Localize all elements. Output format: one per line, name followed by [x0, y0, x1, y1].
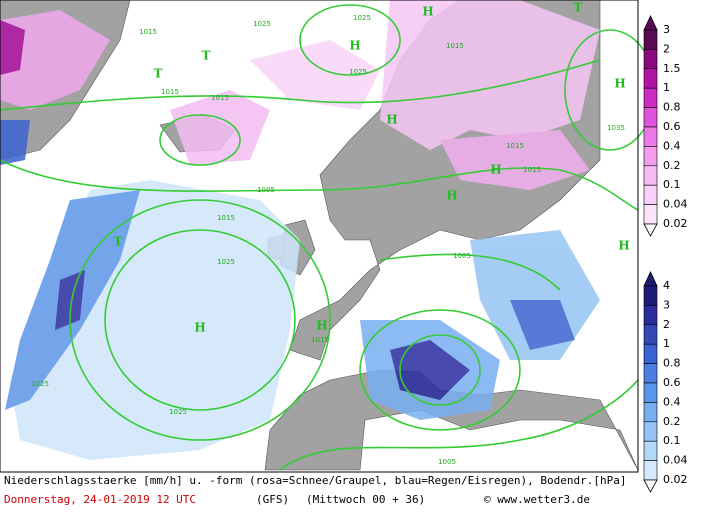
legend-swatch: [643, 204, 658, 225]
legend-swatch: [643, 305, 658, 326]
high-center: H: [194, 321, 205, 335]
legend-swatch: [643, 68, 658, 89]
legend-label: 1.5: [663, 62, 681, 75]
legend-label: 3: [663, 23, 670, 36]
isobar: [104, 229, 296, 411]
legend-label: 0.02: [663, 473, 688, 486]
isobar-label: 1015: [311, 336, 329, 344]
legend-swatch: [643, 285, 658, 306]
isobar: [279, 379, 639, 471]
legend-arrow: [643, 223, 658, 237]
legend-label: 2: [663, 318, 670, 331]
legends: 3 2 1.5 1 0.8 0.6 0.4 0.2 0.1 0.04 0.02 4 3 2 1 0.8 0.6 0…: [643, 15, 688, 493]
isobar: [0, 59, 601, 111]
isobar-label: 1025: [169, 408, 187, 416]
legend-label: 0.2: [663, 415, 681, 428]
isobar-label: 1025: [217, 258, 235, 266]
high-center: H: [614, 77, 625, 91]
footer-source: © www.wetter3.de: [484, 493, 590, 506]
footer-model: (GFS): [256, 493, 289, 506]
legend-label: 0.6: [663, 120, 681, 133]
legend-arrow: [643, 271, 658, 287]
legend-swatch: [643, 87, 658, 108]
pressure-centers: T H H T H T H H H H T H H: [114, 1, 630, 335]
isobar-label: 1015: [161, 88, 179, 96]
low-center: T: [154, 67, 163, 81]
isobar-label: 1015: [446, 42, 464, 50]
high-center: H: [490, 163, 501, 177]
legend-swatch: [643, 324, 658, 345]
isobar: [399, 334, 481, 406]
legend-label: 1: [663, 81, 670, 94]
legend-swatch: [643, 126, 658, 147]
high-center: H: [446, 189, 457, 203]
legend-swatch: [643, 29, 658, 50]
isobar: [159, 114, 241, 166]
isobar-label: 1005: [453, 252, 471, 260]
legend-label: 0.4: [663, 395, 681, 408]
snow-areas: [0, 0, 600, 190]
isobar-label: 1025: [31, 380, 49, 388]
legend-label: 2: [663, 42, 670, 55]
isobar-label: 1005: [257, 186, 275, 194]
legend-swatch: [643, 402, 658, 423]
isobar-label: 1015: [506, 142, 524, 150]
legend-label: 0.1: [663, 434, 681, 447]
isobar-label: 1025: [253, 20, 271, 28]
isobar-label: 1015: [217, 214, 235, 222]
low-center: T: [202, 49, 211, 63]
footer-description: Niederschlagsstaerke [mm/h] u. -form (ro…: [4, 474, 627, 487]
legend-arrow: [643, 479, 658, 493]
legend-label: 0.02: [663, 217, 688, 230]
legend-swatch: [643, 440, 658, 461]
isobar-label: 1015: [211, 94, 229, 102]
legend-swatch: [643, 184, 658, 205]
high-center: H: [316, 319, 327, 333]
legend-swatch: [643, 49, 658, 70]
high-center: H: [386, 113, 397, 127]
legend-label: 0.4: [663, 139, 681, 152]
legend-label: 0.8: [663, 357, 681, 370]
low-center: T: [574, 1, 583, 15]
isobars: [0, 4, 656, 471]
legend-swatch: [643, 363, 658, 384]
isobar: [299, 4, 401, 76]
legend-swatch: [643, 165, 658, 186]
legend-label: 4: [663, 279, 670, 292]
isobar-label: 1025: [349, 68, 367, 76]
isobar: [359, 309, 521, 431]
isobar: [69, 199, 331, 441]
isobar-label: 1025: [353, 14, 371, 22]
legend-label: 0.6: [663, 376, 681, 389]
legend-swatch: [643, 343, 658, 364]
high-center: H: [349, 39, 360, 53]
isobar: [379, 253, 561, 291]
legend-label: 0.04: [663, 454, 688, 467]
high-center: H: [618, 239, 629, 253]
isobar-label: 1035: [607, 124, 625, 132]
legend-arrow: [643, 15, 658, 31]
legend-label: 0.2: [663, 159, 681, 172]
isobar-label: 1015: [523, 166, 541, 174]
legend-swatch: [643, 146, 658, 167]
legend-swatch: [643, 460, 658, 481]
legend-label: 0.1: [663, 178, 681, 191]
legend-label: 1: [663, 337, 670, 350]
isobar-labels: 1015 1025 1025 1015 1015 1015 1025 1005 …: [31, 14, 625, 466]
legend-label: 3: [663, 298, 670, 311]
isobar-label: 1005: [438, 458, 456, 466]
isobar-label: 1015: [139, 28, 157, 36]
low-center: T: [114, 235, 123, 249]
footer-date: Donnerstag, 24-01-2019 12 UTC: [4, 493, 196, 506]
legend-label: 0.8: [663, 101, 681, 114]
high-center: H: [422, 5, 433, 19]
legend-swatch: [643, 382, 658, 403]
footer-run: (Mittwoch 00 + 36): [306, 493, 425, 506]
legend-swatch: [643, 421, 658, 442]
isobar: [0, 159, 639, 211]
legend-label: 0.04: [663, 198, 688, 211]
legend-swatch: [643, 107, 658, 128]
